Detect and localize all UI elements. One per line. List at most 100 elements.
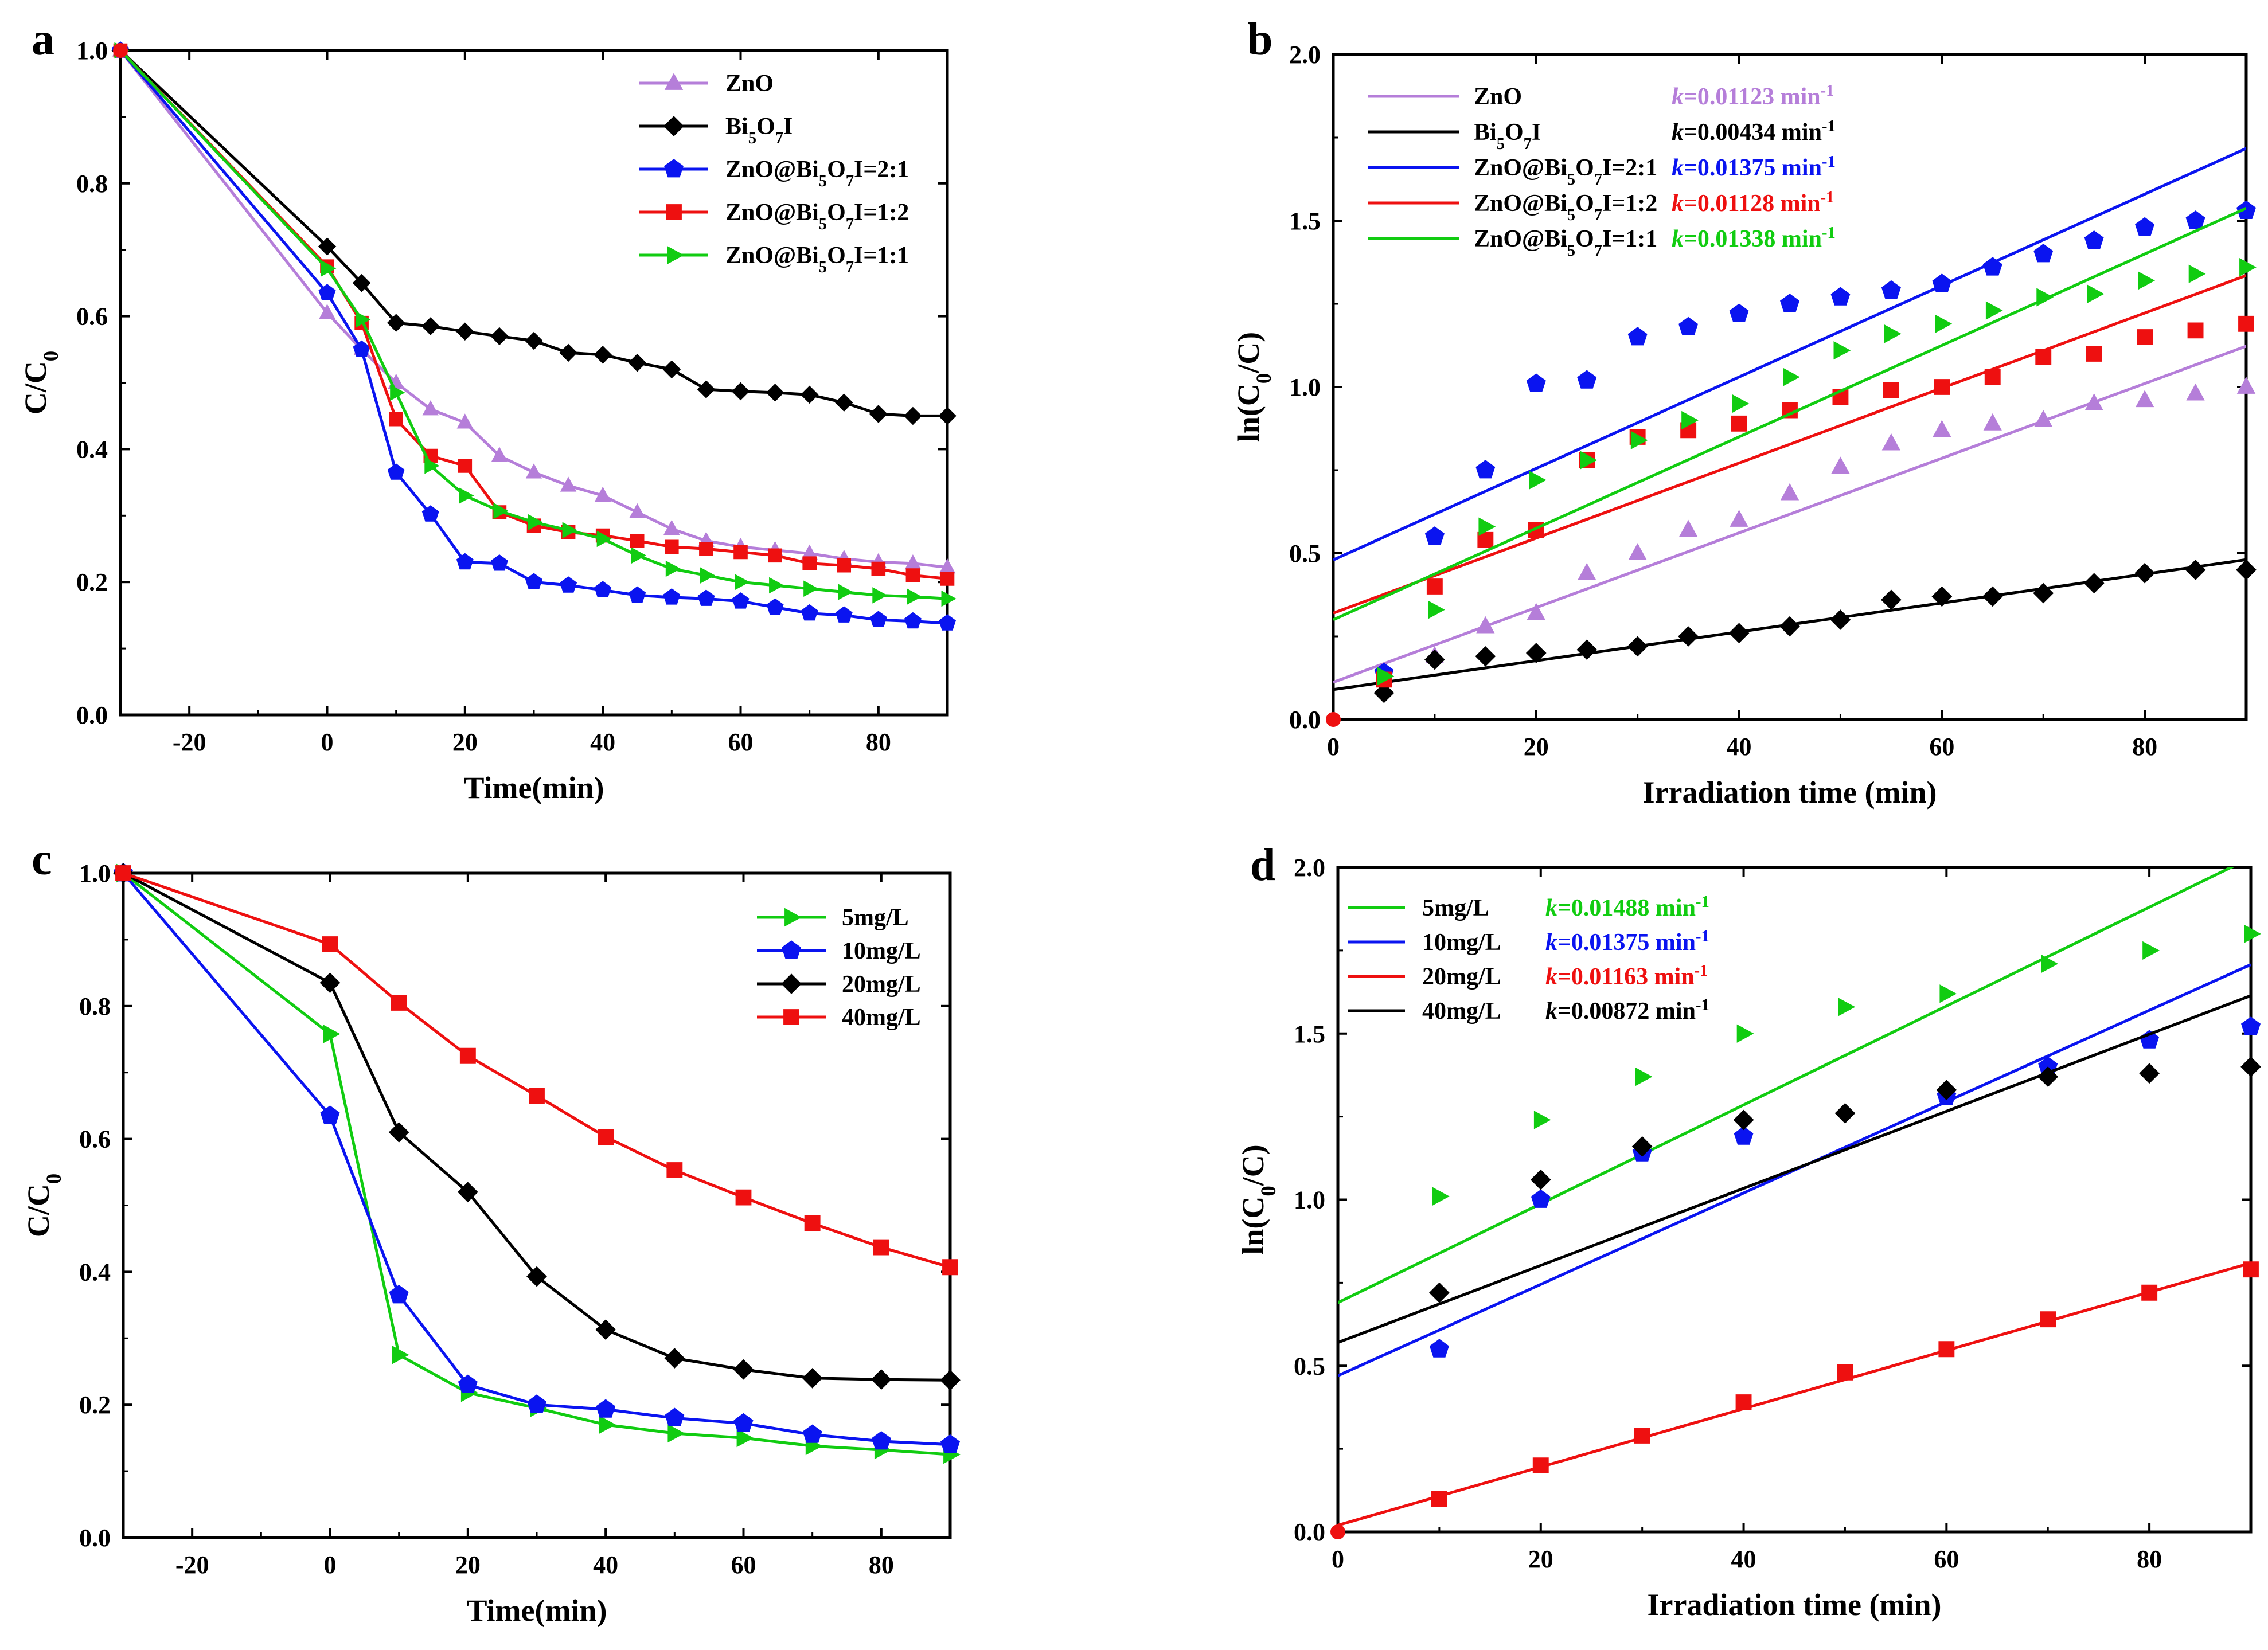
data-point: [835, 393, 853, 412]
data-point: [1634, 1428, 1650, 1444]
legend-marker: [781, 973, 802, 994]
data-point: [802, 1368, 823, 1389]
rate-constant-part: =0.01338 min: [1684, 226, 1822, 252]
legend-label: 40mg/L: [1422, 998, 1501, 1025]
y-axis-label-part: /C): [1236, 1144, 1270, 1186]
data-point: [529, 1088, 545, 1104]
data-point: [392, 1346, 409, 1364]
legend-entry: [639, 73, 708, 90]
x-tick-label: 80: [869, 1551, 894, 1579]
legend-label: ZnO@Bi5O7I=1:2: [725, 200, 909, 233]
origin-point: [116, 866, 131, 881]
legend-label-part: 10mg/L: [1422, 929, 1501, 956]
data-point: [1576, 639, 1598, 660]
data-point: [1780, 294, 1799, 312]
legend-label: 20mg/L: [1422, 964, 1501, 990]
legend-entry: [757, 1009, 826, 1025]
series-Bi5O7I: [1333, 558, 2257, 703]
data-point: [769, 577, 784, 594]
legend-label: 5mg/L: [842, 905, 909, 931]
data-point: [1630, 431, 1648, 449]
data-point: [458, 1182, 478, 1203]
data-point: [663, 519, 680, 535]
legend-label-part: 40mg/L: [842, 1004, 921, 1031]
data-point: [1984, 369, 2001, 385]
series-line: [119, 49, 947, 417]
data-point: [1881, 433, 1900, 451]
data-point: [733, 1413, 754, 1432]
rate-constant-part: -1: [1696, 893, 1709, 911]
data-point: [735, 574, 750, 591]
data-point: [456, 413, 474, 429]
data-point: [1734, 1126, 1754, 1145]
data-point: [594, 581, 612, 597]
legend-label-part: I=1:2: [854, 200, 909, 226]
data-point: [940, 1370, 961, 1391]
legend-label-part: O: [1575, 155, 1594, 181]
data-point: [1883, 382, 1899, 398]
data-point: [940, 572, 955, 586]
data-point: [629, 586, 646, 603]
data-point: [802, 556, 817, 570]
legend-label-part: ZnO@Bi: [1474, 155, 1567, 181]
rate-constant-part: k: [1545, 964, 1557, 990]
data-point: [2141, 1284, 2158, 1301]
y-tick-label: 0.0: [1294, 1518, 1325, 1546]
data-point: [1431, 1491, 1447, 1507]
y-tick-label: 0.8: [76, 170, 108, 198]
data-point: [2138, 271, 2155, 290]
data-point: [1837, 1364, 1853, 1381]
data-point: [525, 573, 542, 589]
data-point: [2142, 941, 2160, 960]
legend-label-part: ZnO: [725, 71, 774, 97]
y-tick-label: 1.0: [76, 37, 108, 65]
y-tick-label: 0.0: [1289, 706, 1321, 734]
data-point: [2041, 954, 2059, 973]
data-point: [1779, 616, 1800, 637]
y-axis-label: C/C0: [21, 1174, 65, 1237]
data-point: [1982, 257, 2002, 276]
data-point: [1526, 373, 1546, 392]
data-point: [319, 304, 335, 319]
data-point: [2083, 573, 2105, 593]
data-point: [323, 1025, 341, 1043]
y-tick-label: 2.0: [1294, 854, 1325, 882]
x-tick-label: 20: [1524, 733, 1549, 761]
legend-label: ZnO@Bi5O7I=1:1: [725, 243, 909, 276]
data-point: [801, 544, 818, 560]
data-point: [940, 1434, 960, 1453]
data-point: [594, 346, 612, 364]
y-axis-label: C/C0: [18, 351, 63, 415]
data-point: [904, 612, 922, 629]
data-point: [800, 385, 819, 404]
data-point: [873, 1239, 889, 1256]
series-line: [122, 872, 951, 1456]
panel-label-d: d: [1250, 840, 1276, 890]
data-point: [1475, 646, 1496, 667]
rate-constant-part: -1: [1822, 153, 1836, 171]
data-point: [1531, 1189, 1551, 1208]
data-point: [1735, 1394, 1752, 1410]
rate-constant-part: =0.00434 min: [1684, 119, 1822, 146]
y-axis-label-part: ln(C: [1236, 1197, 1270, 1255]
fit-line: [1338, 1261, 2251, 1527]
legend-label-part: O: [1575, 190, 1594, 217]
data-point: [803, 580, 819, 597]
data-point: [801, 604, 818, 621]
data-point: [938, 406, 957, 425]
legend-entry: [639, 159, 708, 178]
legend-marker: [784, 908, 802, 927]
fit-line: [1338, 867, 2234, 1304]
data-point: [871, 1431, 891, 1450]
y-tick-label: 1.0: [1289, 373, 1321, 401]
data-point: [733, 1359, 754, 1380]
plot-frame: [122, 871, 952, 1539]
data-point: [596, 530, 612, 548]
legend-label-part: 7: [1594, 206, 1602, 224]
data-point: [493, 502, 509, 519]
legend-marker: [667, 245, 684, 265]
data-point: [527, 1394, 546, 1413]
y-tick-label: 0.5: [1289, 539, 1321, 568]
data-point: [2186, 383, 2205, 401]
data-point: [732, 592, 750, 609]
